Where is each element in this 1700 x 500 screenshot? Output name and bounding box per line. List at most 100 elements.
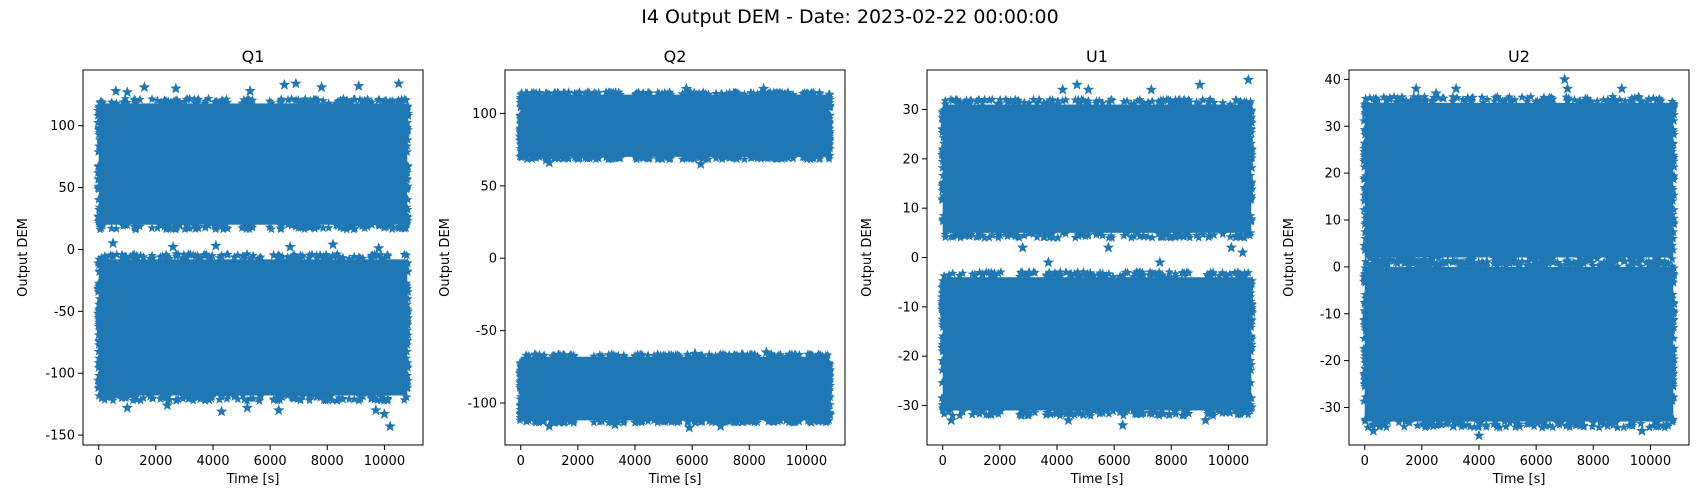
axes-frame [1348,69,1690,446]
y-tick-label: 20 [1324,167,1341,182]
subplot-title: Q2 [664,47,687,66]
data-point [210,239,222,251]
y-axis-label: Output DEM [16,218,31,297]
subplot-grid: Q10 2000 4000 6000 8000 10000-150-100-5005010… [16,47,1690,487]
data-point [543,156,555,168]
data-point [1367,424,1379,436]
data-point [393,77,405,89]
data-point [353,80,365,91]
plot-area [1359,73,1679,441]
data-point [327,238,339,250]
y-tick-label: -20 [898,350,919,365]
data-point [110,85,122,96]
x-tick-label: 8000 [733,454,766,469]
y-tick-label: 10 [1324,214,1341,229]
x-tick-label: 8000 [311,454,344,469]
data-band-1 [98,103,408,225]
data-band-2-edge-points [515,349,835,427]
axes-frame [82,69,424,446]
x-axis-label: Time [s] [226,472,280,487]
data-point [1154,256,1166,268]
subplot-title: U1 [1086,47,1108,66]
data-point [273,404,285,416]
x-tick-label: 6000 [1520,454,1553,469]
x-axis-label: Time [s] [648,472,702,487]
y-tick-label: -30 [898,399,919,414]
x-tick-label: 4000 [1040,454,1073,469]
data-point [1017,241,1029,253]
data-point [1559,73,1571,85]
data-point [1062,414,1075,426]
y-axis-label: Output DEM [438,218,453,297]
data-point [760,346,773,358]
data-band-2-fringe [515,349,835,427]
y-tick-label: 100 [472,107,497,122]
data-point [1410,82,1422,94]
x-axis-label: Time [s] [1492,472,1546,487]
data-point [290,77,302,89]
data-point [315,81,328,93]
data-point [1450,82,1462,94]
data-point [1561,82,1574,94]
plot-area [515,82,835,433]
x-tick-label: 10000 [364,454,405,469]
figure-title: I4 Output DEM - Date: 2023-02-22 00:00:0… [641,6,1058,28]
data-point [1199,414,1212,426]
data-point [689,347,701,359]
y-tick-label: 40 [1324,73,1341,88]
x-tick-label: 0 [517,454,525,469]
data-point [1102,241,1115,253]
data-point [609,418,621,430]
x-tick-label: 8000 [1577,454,1610,469]
subplot-q2: Q2 0 2000 4000 6000 8000 10000 -100 -50 0 50 100 Tim… [438,47,846,487]
data-point [378,408,391,419]
data-band-1 [520,94,830,157]
y-tick-label: 0 [911,251,919,266]
data-band-2 [520,356,830,421]
y-tick-label: 0 [1333,260,1341,275]
y-tick-label: -10 [1320,307,1341,322]
data-point [370,404,382,416]
data-point [540,153,553,165]
data-point [1082,83,1095,95]
y-tick-label: 100 [50,119,75,134]
x-tick-label: 10000 [786,454,827,469]
y-tick-label: 30 [1324,120,1341,135]
x-tick-label: 2000 [561,454,594,469]
y-tick-label: 30 [902,103,919,118]
data-point [1071,78,1083,90]
data-point [107,237,119,249]
y-tick-label: 50 [480,179,497,194]
subplot-q1: Q1 0 2000 4000 6000 8000 10000 -150 -100 -50 0 50 10… [16,47,424,487]
data-point [543,420,555,431]
x-tick-label: 6000 [254,454,287,469]
data-point [1242,73,1255,85]
data-point [1430,87,1442,99]
x-axis-label: Time [s] [1070,472,1124,487]
x-tick-label: 8000 [1155,454,1188,469]
y-tick-label: -150 [45,429,75,444]
y-tick-label: 0 [67,243,75,258]
x-tick-label: 0 [95,454,103,469]
data-point [121,86,133,98]
data-point [170,82,182,94]
x-tick-label: 2000 [1405,454,1438,469]
data-point [167,241,179,252]
data-point [138,81,151,93]
data-point [1145,83,1157,95]
y-tick-label: -50 [54,305,75,320]
data-point [1194,78,1206,90]
data-point [284,241,296,252]
x-tick-label: 2000 [139,454,172,469]
data-point [945,414,957,426]
data-point [241,401,253,413]
data-point [1057,83,1069,95]
x-tick-label: 0 [1361,454,1369,469]
y-tick-label: -50 [476,324,497,339]
data-point [695,158,707,169]
data-point [373,242,385,254]
y-tick-label: -20 [1320,354,1341,369]
data-band-1 [942,104,1252,233]
y-axis-label: Output DEM [1282,218,1297,297]
